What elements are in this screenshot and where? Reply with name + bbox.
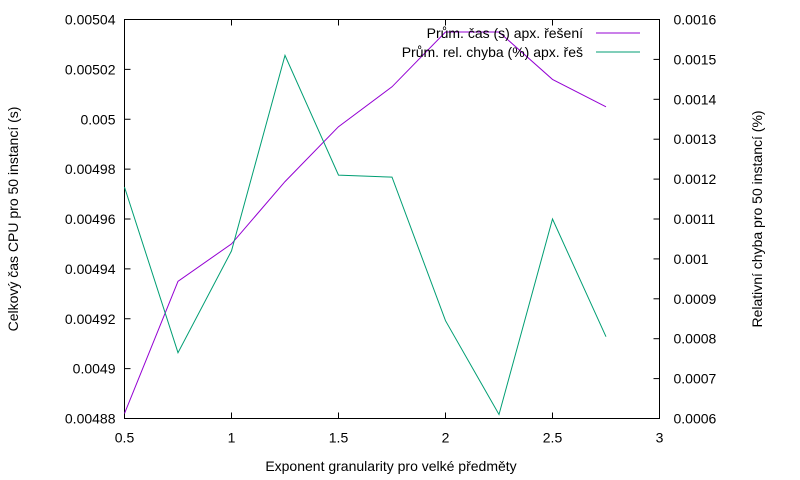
y-left-tick-label: 0.00492 [65, 311, 116, 327]
y-left-axis-label: Celkový čas CPU pro 50 instancí (s) [5, 107, 21, 332]
y-right-tick-label: 0.0011 [674, 211, 716, 227]
x-axis-ticks: 0.5 1 1.5 2 2.5 3 [115, 19, 664, 446]
y-right-axis-label: Relativní chyba pro 50 instancí (%) [749, 110, 765, 327]
legend-label-1: Prům. čas (s) apx. řešení [427, 25, 583, 41]
x-tick-label: 1.5 [329, 430, 349, 446]
y-left-tick-label: 0.00502 [65, 61, 116, 77]
x-axis-label: Exponent granularity pro velké předměty [265, 458, 516, 474]
y-left-tick-label: 0.0049 [73, 361, 116, 377]
y-right-tick-label: 0.0009 [674, 291, 717, 307]
y-right-tick-label: 0.0013 [674, 131, 717, 147]
y-left-tick-label: 0.00488 [65, 411, 116, 427]
y-left-tick-label: 0.00498 [65, 161, 116, 177]
plot-frame [124, 19, 660, 419]
y-right-tick-label: 0.0015 [674, 51, 717, 67]
y-right-tick-label: 0.0016 [674, 12, 717, 28]
y-right-axis-ticks: 0.0006 0.0007 0.0008 0.0009 0.001 0.0011 0.001… [653, 12, 717, 427]
y-left-tick-label: 0.00504 [65, 12, 116, 28]
y-right-tick-label: 0.0007 [674, 371, 717, 387]
series-line-1 [124, 31, 607, 414]
y-left-axis-ticks: 0.00488 0.0049 0.00492 0.00494 0.00496 0.0049… [65, 12, 131, 427]
y-left-tick-label: 0.005 [80, 111, 115, 127]
x-tick-label: 2 [442, 430, 450, 446]
y-right-tick-label: 0.0008 [674, 331, 717, 347]
y-right-tick-label: 0.001 [674, 251, 709, 267]
x-tick-label: 3 [656, 430, 664, 446]
x-tick-label: 2.5 [543, 430, 563, 446]
y-right-tick-label: 0.0014 [674, 91, 717, 107]
series-line-2 [124, 53, 607, 416]
y-left-tick-label: 0.00496 [65, 211, 116, 227]
x-tick-label: 1 [228, 430, 236, 446]
y-right-tick-label: 0.0012 [674, 171, 717, 187]
legend: Prům. čas (s) apx. řešení Prům. rel. chyb… [402, 25, 640, 60]
series-layer [124, 31, 607, 416]
legend-label-2: Prům. rel. chyba (%) apx. řeš [402, 44, 583, 60]
x-tick-label: 0.5 [115, 430, 135, 446]
y-left-tick-label: 0.00494 [65, 261, 116, 277]
y-right-tick-label: 0.0006 [674, 411, 717, 427]
